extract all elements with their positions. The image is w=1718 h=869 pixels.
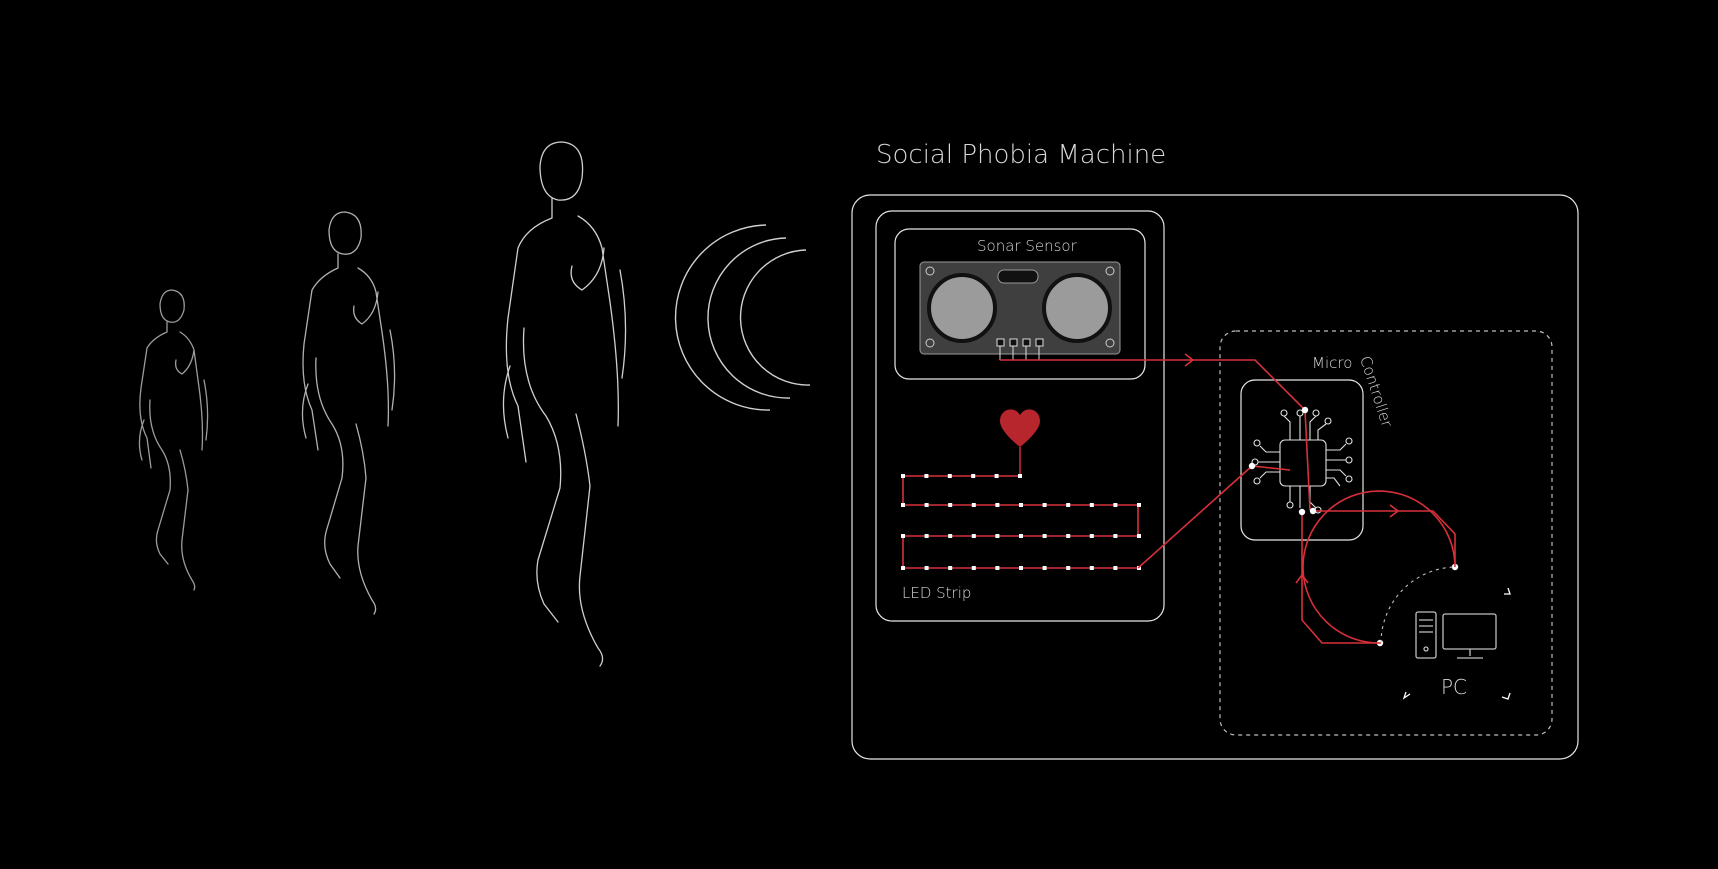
led-dot (1113, 503, 1118, 507)
led-strip (901, 474, 1141, 570)
led-dot (1042, 566, 1047, 570)
led-dot (1089, 566, 1094, 570)
led-dot (1019, 566, 1023, 570)
sonar-sensor-box (894, 228, 1146, 380)
heart-icon (1000, 409, 1040, 447)
led-dot (971, 534, 976, 538)
led-dot (948, 534, 953, 538)
led-dot (901, 503, 905, 507)
led-dot (995, 534, 1000, 538)
microcontroller-region (1219, 330, 1553, 736)
led-dot (924, 474, 929, 478)
led-dot (901, 474, 905, 478)
led-dot (924, 503, 929, 507)
led-dot (1042, 534, 1047, 538)
chip-icon (1251, 409, 1353, 514)
walking-figure-icon (301, 211, 396, 615)
desktop-pc-icon (1415, 611, 1497, 659)
led-dot (1018, 474, 1022, 478)
led-strip-label: LED Strip (902, 584, 971, 602)
walking-figure-icon (138, 289, 209, 591)
led-dot (995, 503, 1000, 507)
pc-label: PC (1441, 675, 1467, 699)
led-dot (971, 474, 976, 478)
led-dot (1019, 534, 1023, 538)
sound-wave-icon (674, 224, 811, 411)
led-to-controller-wire (1137, 465, 1291, 569)
led-dot (1089, 534, 1094, 538)
controller-to-pc-wire (1313, 510, 1456, 567)
led-dot (1113, 566, 1118, 570)
led-dot (948, 566, 953, 570)
walking-figure-icon (502, 141, 627, 667)
led-dot (901, 566, 905, 570)
led-dot (994, 474, 999, 478)
led-dot (971, 566, 976, 570)
sonar-sensor-label: Sonar Sensor (977, 237, 1078, 255)
led-dot (1066, 566, 1071, 570)
machine-outer-box (851, 194, 1579, 760)
led-dot (1066, 503, 1071, 507)
led-dot (1066, 534, 1071, 538)
sonar-to-controller-wire (1000, 359, 1311, 511)
led-dot (901, 534, 905, 538)
led-dot (924, 566, 929, 570)
led-dot (1019, 503, 1023, 507)
led-dot (1113, 534, 1118, 538)
flow-arrow-icon (1184, 353, 1400, 584)
sonar-sensor-icon (919, 261, 1121, 361)
led-dot (948, 503, 953, 507)
led-dot (1042, 503, 1047, 507)
pc-node (1302, 490, 1511, 700)
page-title: Social Phobia Machine (876, 140, 1166, 170)
led-dot (995, 566, 1000, 570)
led-dot (947, 474, 952, 478)
micro-label: Micro (1312, 354, 1352, 372)
sensor-panel (875, 210, 1165, 622)
connection-dots (1248, 406, 1459, 647)
pc-to-controller-wire (1301, 514, 1380, 644)
led-dot (1089, 503, 1094, 507)
controller-label: Controller (1356, 354, 1396, 431)
led-dot (924, 534, 929, 538)
led-dot (971, 503, 976, 507)
led-dot (1137, 534, 1141, 538)
led-dot (1137, 503, 1141, 507)
